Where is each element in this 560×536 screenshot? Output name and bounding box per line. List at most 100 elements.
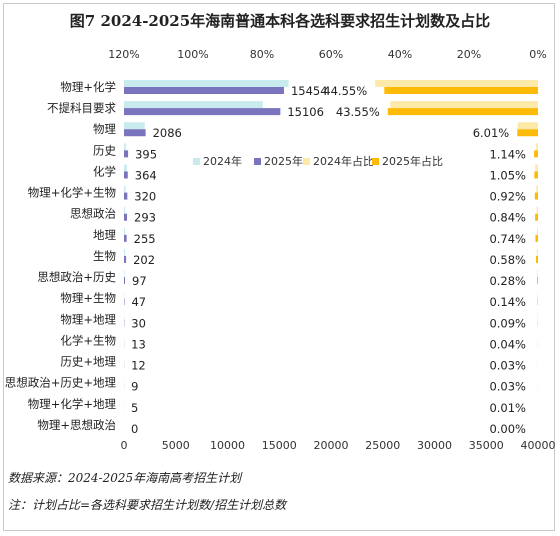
top-axis-tick-label: 80% <box>250 48 274 61</box>
bar-2025-pct <box>537 277 538 285</box>
pct-data-label: 1.05% <box>489 168 526 182</box>
bar-2025-pct <box>535 234 538 242</box>
count-data-label: 2086 <box>153 126 182 140</box>
count-data-label: 47 <box>131 295 146 309</box>
bar-2024-count <box>124 143 126 151</box>
bar-2024-count <box>124 185 126 193</box>
count-data-label: 97 <box>132 274 147 288</box>
bar-2024-count <box>124 80 289 87</box>
pct-data-label: 0.58% <box>489 253 526 267</box>
bottom-axis-tick-label: 25000 <box>365 439 400 452</box>
bottom-axis-tick-label: 0 <box>121 439 128 452</box>
bar-2024-pct <box>517 122 538 130</box>
category-label: 思想政治+历史+地理 <box>5 376 117 390</box>
bottom-axis-tick-label: 30000 <box>417 439 452 452</box>
pct-data-label: 0.84% <box>489 211 526 225</box>
count-data-label: 320 <box>134 190 156 204</box>
pct-data-label: 0.03% <box>489 380 526 394</box>
legend-label: 2025年占比 <box>382 154 443 168</box>
bottom-axis-tick-label: 35000 <box>469 439 504 452</box>
bar-2025-pct <box>535 255 538 263</box>
category-label: 生物 <box>93 249 116 263</box>
bar-2024-count <box>124 101 263 109</box>
category-label: 物理+地理 <box>60 312 116 326</box>
pct-data-label: 0.28% <box>489 274 526 288</box>
category-label: 物理+化学+地理 <box>28 397 117 411</box>
category-label: 物理 <box>93 122 116 136</box>
footnote: 注：计划占比=各选科要求招生计划数/招生计划总数 <box>8 498 287 512</box>
bar-2025-pct <box>534 150 538 158</box>
bar-2025-count <box>124 192 128 200</box>
category-label: 化学+生物 <box>60 333 116 347</box>
bottom-axis-tick-label: 15000 <box>262 439 297 452</box>
count-data-label: 5 <box>131 401 138 415</box>
category-label: 不提科目要求 <box>47 101 116 115</box>
count-data-label: 364 <box>135 168 157 182</box>
top-axis-tick-label: 20% <box>457 48 481 61</box>
bar-2025-pct <box>534 192 538 200</box>
pct-data-label: 0.92% <box>489 190 526 204</box>
bar-2024-pct <box>536 206 538 214</box>
bar-2024-pct <box>535 164 538 172</box>
bar-2025-count <box>124 234 127 242</box>
legend-swatch <box>193 158 200 165</box>
bar-2024-count <box>124 122 145 130</box>
count-data-label: 15454 <box>291 84 328 98</box>
category-label: 历史+地理 <box>60 355 116 369</box>
bottom-axis-tick-label: 10000 <box>210 439 245 452</box>
bar-2025-pct <box>535 213 538 221</box>
pct-data-label: 1.14% <box>489 147 526 161</box>
count-data-label: 30 <box>131 316 146 330</box>
pct-data-label: 0.00% <box>489 422 526 436</box>
count-data-label: 395 <box>135 147 157 161</box>
bottom-axis-tick-label: 20000 <box>314 439 349 452</box>
count-data-label: 255 <box>134 232 156 246</box>
count-data-label: 202 <box>133 253 155 267</box>
source-note: 数据来源：2024-2025年海南高考招生计划 <box>8 471 242 485</box>
bar-2024-pct <box>536 185 538 193</box>
count-data-label: 0 <box>131 422 138 436</box>
bar-2025-count <box>124 213 128 221</box>
legend-swatch <box>372 158 379 165</box>
bar-2024-pct <box>375 80 538 87</box>
legend-label: 2024年占比 <box>313 154 374 168</box>
bar-2024-pct <box>536 227 538 235</box>
pct-data-label: 0.74% <box>489 232 526 246</box>
category-label: 物理+生物 <box>60 291 116 305</box>
legend-label: 2024年 <box>203 154 242 168</box>
count-data-label: 9 <box>131 380 138 394</box>
top-axis-tick-label: 100% <box>177 48 208 61</box>
bar-2025-count <box>124 108 281 116</box>
chart-frame <box>3 3 555 531</box>
pct-data-label: 0.09% <box>489 316 526 330</box>
bottom-axis-tick-label: 40000 <box>521 439 556 452</box>
count-data-label: 293 <box>134 211 156 225</box>
legend-swatch <box>303 158 310 165</box>
bar-2025-count <box>124 255 127 263</box>
bar-2025-count <box>124 87 284 94</box>
bar-2025-pct <box>517 129 538 137</box>
bar-2024-count <box>124 164 127 172</box>
bar-2024-pct <box>537 270 538 278</box>
legend-swatch <box>254 158 261 165</box>
category-label: 化学 <box>93 164 116 178</box>
category-label: 物理+化学 <box>60 80 116 94</box>
top-axis-tick-label: 0% <box>529 48 546 61</box>
bar-2024-count <box>124 206 126 214</box>
bar-2024-count <box>124 248 126 256</box>
bar-2024-pct <box>535 143 538 151</box>
count-data-label: 12 <box>131 359 146 373</box>
legend-label: 2025年 <box>264 154 303 168</box>
bar-2025-pct <box>387 108 538 116</box>
bar-2024-count <box>124 227 126 235</box>
bar-2025-count <box>124 129 146 137</box>
bar-2024-pct <box>536 248 538 256</box>
pct-data-label: 0.01% <box>489 401 526 415</box>
top-axis-tick-label: 40% <box>388 48 412 61</box>
top-axis-tick-label: 60% <box>319 48 343 61</box>
bar-2024-count <box>124 270 125 278</box>
bar-2025-pct <box>534 171 538 179</box>
count-data-label: 15106 <box>287 105 324 119</box>
count-data-label: 13 <box>131 337 146 351</box>
